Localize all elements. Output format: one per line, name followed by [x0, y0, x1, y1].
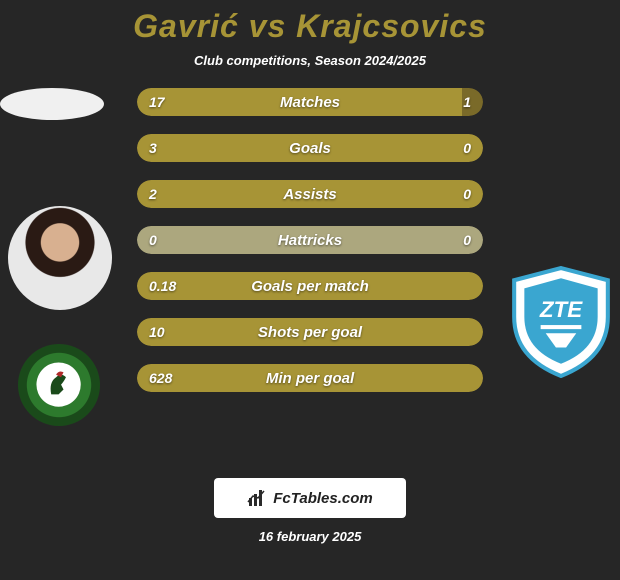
comparison-subtitle: Club competitions, Season 2024/2025 — [0, 53, 620, 68]
stat-label: Goals per match — [137, 272, 483, 300]
stat-label: Shots per goal — [137, 318, 483, 346]
stat-label: Assists — [137, 180, 483, 208]
comparison-title: Gavrić vs Krajcsovics — [0, 0, 620, 45]
branding-text: FcTables.com — [273, 490, 372, 507]
stat-value-left: 3 — [137, 134, 169, 162]
comparison-body: ZTE Matches171Goals30Assists20Hattricks0… — [0, 88, 620, 528]
stat-row: Min per goal628 — [137, 364, 483, 392]
stat-value-left: 628 — [137, 364, 184, 392]
stat-value-left: 0.18 — [137, 272, 188, 300]
stat-row: Matches17 1 — [137, 88, 483, 116]
stat-bars: Matches171Goals30Assists20Hattricks00Goa… — [137, 88, 483, 410]
club-right-initials: ZTE — [539, 297, 583, 322]
player-face-placeholder — [8, 206, 112, 310]
player-left-avatar — [8, 206, 112, 310]
branding-box[interactable]: FcTables.com — [214, 478, 406, 518]
stat-value-right: 0 — [451, 134, 483, 162]
rooster-icon — [34, 360, 83, 409]
club-left-badge — [18, 344, 100, 426]
stat-label: Min per goal — [137, 364, 483, 392]
stat-value-left: 0 — [137, 226, 169, 254]
stat-value-right: 0 — [451, 180, 483, 208]
player-right-avatar — [0, 88, 104, 120]
stat-label: Matches — [137, 88, 483, 116]
club-right-badge: ZTE — [510, 266, 612, 378]
stat-value-left: 17 — [137, 88, 177, 116]
stat-row: Shots per goal10 — [137, 318, 483, 346]
shield-icon: ZTE — [510, 266, 612, 378]
stat-value-left: 10 — [137, 318, 177, 346]
stat-label: Goals — [137, 134, 483, 162]
bar-chart-icon — [247, 488, 267, 508]
stat-value-left: 2 — [137, 180, 169, 208]
stat-row: Goals3 0 — [137, 134, 483, 162]
comparison-date: 16 february 2025 — [0, 529, 620, 544]
stat-value-right: 1 — [451, 88, 483, 116]
stat-row: Assists2 0 — [137, 180, 483, 208]
stat-row: Hattricks0 0 — [137, 226, 483, 254]
stat-value-right: 0 — [451, 226, 483, 254]
stat-label: Hattricks — [137, 226, 483, 254]
stat-row: Goals per match0.18 — [137, 272, 483, 300]
